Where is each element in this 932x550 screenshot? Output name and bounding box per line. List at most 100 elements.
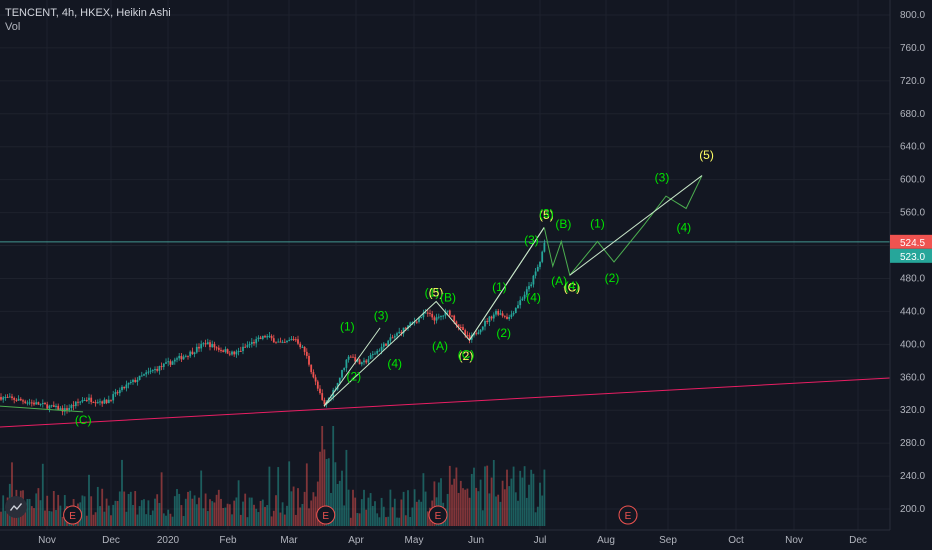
volume-bar [138,506,141,526]
earnings-badge-icon[interactable]: E [63,505,83,525]
candle-body [237,350,240,352]
wave-label[interactable]: (A) [551,274,567,288]
wave-label[interactable]: (1) [340,319,355,333]
secondary-price-tag[interactable]: 523.0 [890,248,932,263]
volume-bar [140,500,143,526]
candle-body [50,405,53,407]
wave-label[interactable]: (5) [539,208,554,222]
volume-bar [160,472,163,526]
candle-body [404,327,407,329]
correction-line[interactable] [0,405,84,413]
symbol-title[interactable]: TENCENT, 4h, HKEX, Heikin Ashi [5,7,171,19]
wave-label[interactable]: (3) [524,233,539,247]
volume-bar [226,503,229,526]
wave-label[interactable]: (1) [425,286,440,300]
candle-body [272,338,275,343]
wave-label[interactable]: (4) [565,279,580,293]
wave-label[interactable]: (5) [699,148,714,162]
volume-bar [389,489,392,526]
wave-label[interactable]: (A) [432,339,448,353]
wave-label[interactable]: (C) [564,281,581,295]
candle-body [490,316,493,319]
candle-body [316,381,319,389]
volume-bar [105,498,108,526]
wave-label[interactable]: (2) [459,349,474,363]
wave-label[interactable]: (1) [590,216,605,230]
price-tick-label: 600.0 [900,175,925,186]
candle-body [255,339,258,344]
candle-body [99,401,101,403]
candle-body [118,390,121,394]
candle-body [314,377,317,382]
volume-bar [336,484,339,526]
volume-bar [437,482,440,526]
volume-indicator-label[interactable]: Vol [5,21,21,33]
candle-body [204,343,207,345]
volume-bar [316,481,319,526]
wave-label[interactable]: (B) [440,291,456,305]
volume-bar [464,489,467,526]
volume-bar [402,491,405,526]
wave-label[interactable]: (C) [458,347,475,361]
candle-body [451,315,453,317]
volume-bar [327,458,330,526]
candle-body [338,377,341,384]
volume-bar [211,501,214,526]
volume-bar [349,517,352,526]
candle-body [303,346,306,352]
earnings-badge-icon[interactable]: E [618,505,638,525]
price-tick-label: 320.0 [900,405,925,416]
candle-body [30,402,33,404]
candle-body [171,361,174,365]
wave-label[interactable]: (2) [347,370,362,384]
volume-bar [525,497,528,526]
wave-label[interactable]: (C) [75,413,92,427]
candle-body [532,275,535,285]
tradingview-logo-icon[interactable] [5,496,27,518]
wave-label[interactable]: (2) [605,271,620,285]
candle-body [497,310,500,315]
candle-body [352,356,354,358]
wave-label[interactable]: (3) [374,309,389,323]
candle-body [528,286,530,290]
wave-label[interactable]: (1) [492,280,507,294]
volume-bar [343,505,346,526]
volume-bar [363,489,365,526]
wave-label[interactable]: (3) [655,170,670,184]
wave-label[interactable]: (B) [555,217,571,231]
wave-label[interactable]: (5) [429,286,444,300]
impulse-wave-line[interactable] [468,227,545,341]
volume-bar [255,508,258,526]
candle-body [154,369,156,371]
projection-wave-path[interactable] [543,175,703,277]
impulse-wave-line[interactable] [323,327,381,407]
candle-body [387,340,390,346]
volume-bar [446,493,449,526]
volume-bar [470,473,473,526]
candle-body [127,382,130,385]
wave-label[interactable]: (4) [387,356,402,370]
volume-bar [341,470,343,526]
wave-label[interactable]: (4) [526,291,541,305]
wave-label[interactable]: (3) [539,207,554,221]
volume-bar [308,508,310,526]
candle-body [266,336,269,338]
volume-bar [11,462,13,526]
wave-label[interactable]: (4) [677,221,692,235]
volume-bar [107,505,110,526]
wave-label[interactable]: (2) [496,326,511,340]
volume-bar [292,486,295,526]
volume-bar [286,505,288,526]
volume-bar [110,515,112,526]
current-price-tag[interactable]: 524.5 [890,234,932,249]
support-trendline[interactable] [0,377,891,428]
earnings-badge-icon[interactable]: E [428,505,448,525]
projection-channel-line[interactable] [569,175,703,276]
earnings-badge-icon[interactable]: E [316,505,336,525]
volume-bar [257,512,260,526]
volume-bar [35,493,38,526]
volume-bar [206,511,209,526]
candle-body [85,399,88,401]
